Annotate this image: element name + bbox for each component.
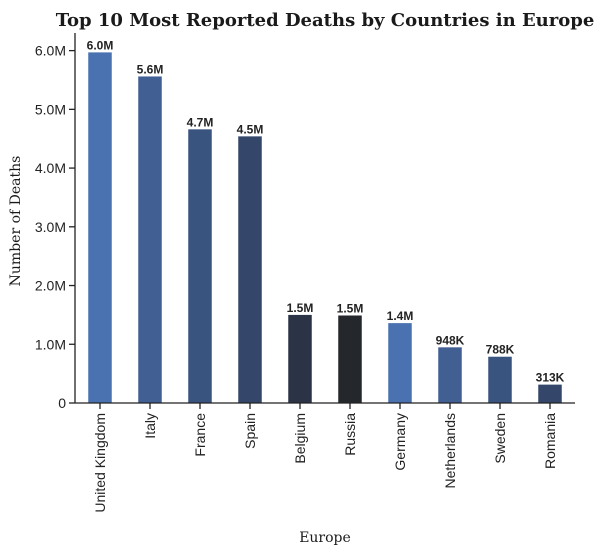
y-tick-label: 3.0M	[35, 219, 66, 235]
y-tick-label: 6.0M	[35, 43, 66, 59]
data-labels-group: 6.0M 5.6M 4.7M 4.5M 1.5M 1.5M 1.4M 948K 788K 313K	[87, 38, 565, 384]
x-axis-label: Europe	[299, 530, 351, 546]
x-tick-label: Sweden	[492, 413, 508, 464]
y-tick-label: 1.0M	[35, 336, 66, 352]
x-tick-label: United Kingdom	[92, 413, 108, 513]
data-label: 5.6M	[137, 62, 164, 76]
bar-france	[188, 129, 212, 404]
bar-romania	[538, 384, 562, 403]
x-tick-label: Belgium	[292, 413, 308, 464]
x-tick-label: Italy	[142, 413, 158, 439]
bar-netherlands	[438, 347, 462, 403]
y-tick-label: 5.0M	[35, 101, 66, 117]
data-label: 313K	[536, 371, 565, 385]
y-tick-label: 2.0M	[35, 278, 66, 294]
bar-sweden	[488, 356, 512, 403]
bars-group	[88, 52, 562, 404]
x-axis: United Kingdom Italy France Spain Belgium Rus…	[75, 402, 575, 513]
data-label: 1.5M	[337, 301, 364, 315]
bar-italy	[138, 76, 162, 403]
x-tick-label: Spain	[242, 413, 258, 449]
bar-germany	[388, 323, 412, 403]
x-tick-label: Germany	[392, 413, 408, 471]
data-label: 1.4M	[387, 309, 414, 323]
bar-united-kingdom	[88, 52, 112, 403]
bar-russia	[338, 315, 362, 403]
x-tick-label: Russia	[342, 413, 358, 456]
data-label: 4.7M	[187, 115, 214, 129]
data-label: 6.0M	[87, 38, 114, 52]
data-label: 948K	[436, 333, 465, 347]
y-axis-label: Number of Deaths	[8, 156, 24, 287]
x-tick-label: Netherlands	[442, 413, 458, 489]
chart-title: Top 10 Most Reported Deaths by Countries…	[56, 10, 595, 31]
data-label: 788K	[486, 343, 515, 357]
data-label: 4.5M	[237, 122, 264, 136]
y-axis: 0 1.0M 2.0M 3.0M 4.0M 5.0M 6.0M	[35, 33, 76, 411]
y-tick-label: 0	[58, 395, 66, 411]
bar-spain	[238, 136, 262, 403]
bar-belgium	[288, 314, 312, 403]
y-tick-label: 4.0M	[35, 160, 66, 176]
x-tick-label: Romania	[542, 413, 558, 469]
data-label: 1.5M	[287, 301, 314, 315]
x-tick-label: France	[192, 413, 208, 457]
